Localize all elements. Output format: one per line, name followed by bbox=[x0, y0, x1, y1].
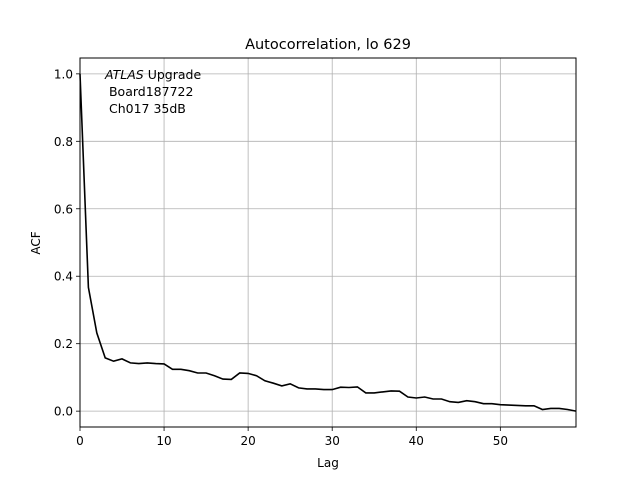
annotation: ATLAS Upgrade Board187722 Ch017 35dB bbox=[104, 67, 201, 116]
x-tick-label: 30 bbox=[325, 434, 340, 448]
x-tick-label: 20 bbox=[240, 434, 255, 448]
x-tick-label: 10 bbox=[156, 434, 171, 448]
y-tick-label: 0.6 bbox=[54, 202, 73, 216]
annotation-atlas: ATLAS bbox=[104, 67, 144, 82]
x-axis-label: Lag bbox=[317, 456, 339, 470]
svg-text:ATLAS Upgrade: ATLAS Upgrade bbox=[104, 67, 201, 82]
annotation-board: Board187722 bbox=[105, 84, 193, 99]
acf-series-line bbox=[79, 73, 577, 412]
y-tick-label: 0.8 bbox=[54, 135, 73, 149]
y-tick-label: 0.4 bbox=[54, 270, 73, 284]
annotation-upgrade: Upgrade bbox=[144, 67, 202, 82]
y-tick-label: 1.0 bbox=[54, 67, 73, 81]
y-tick-label: 0.0 bbox=[54, 405, 73, 419]
plot-frame bbox=[79, 57, 577, 428]
x-tick-label: 0 bbox=[76, 434, 84, 448]
y-tick-label: 0.2 bbox=[54, 337, 73, 351]
grid bbox=[79, 58, 576, 427]
annotation-channel: Ch017 35dB bbox=[105, 101, 186, 116]
ticks: 0 10 20 30 40 50 0.0 0.2 0.4 0.6 0.8 1.0 bbox=[54, 67, 508, 448]
chart-title: Autocorrelation, lo 629 bbox=[245, 37, 411, 53]
x-tick-label: 40 bbox=[409, 434, 424, 448]
y-axis-label: ACF bbox=[29, 231, 43, 254]
x-tick-label: 50 bbox=[493, 434, 508, 448]
